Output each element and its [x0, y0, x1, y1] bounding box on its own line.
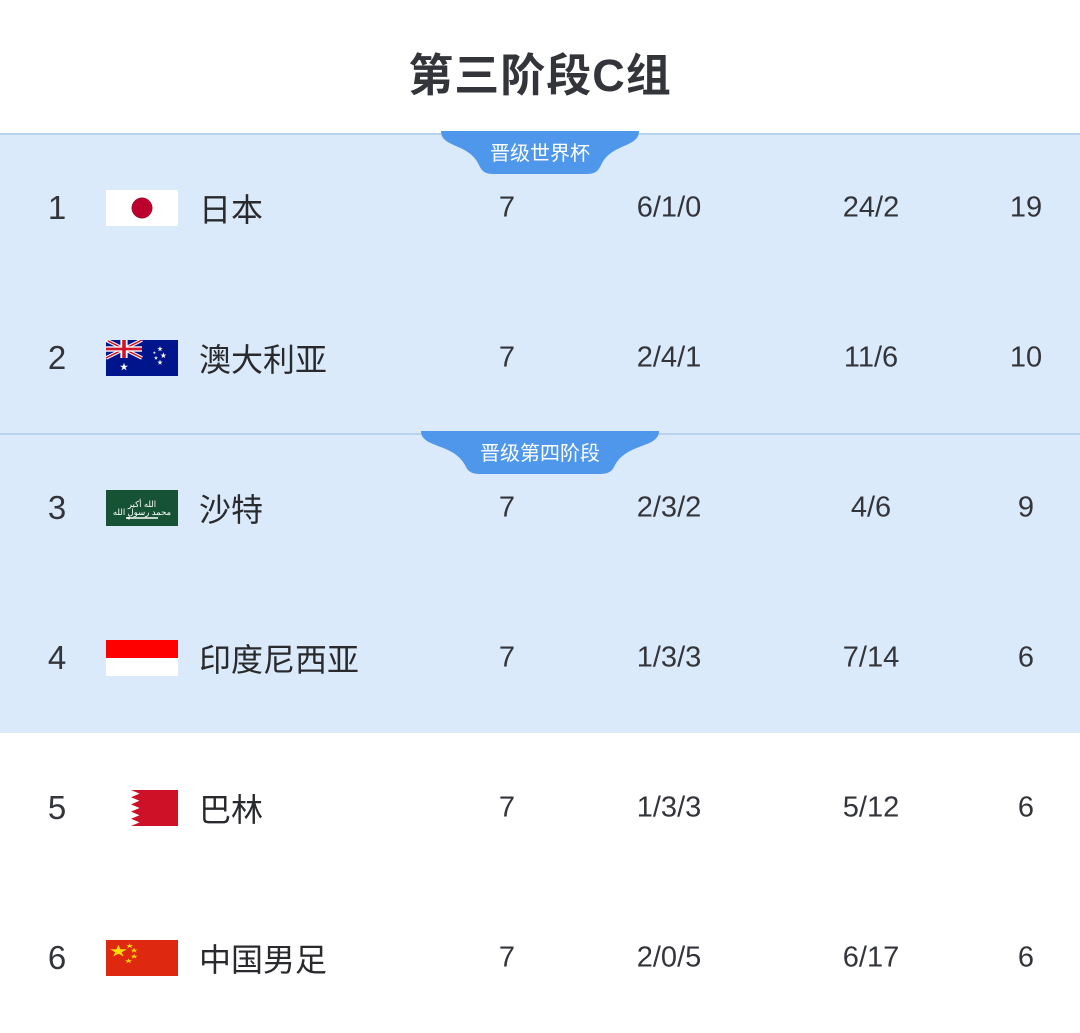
svg-text:محمد رسول الله: محمد رسول الله [113, 507, 172, 518]
